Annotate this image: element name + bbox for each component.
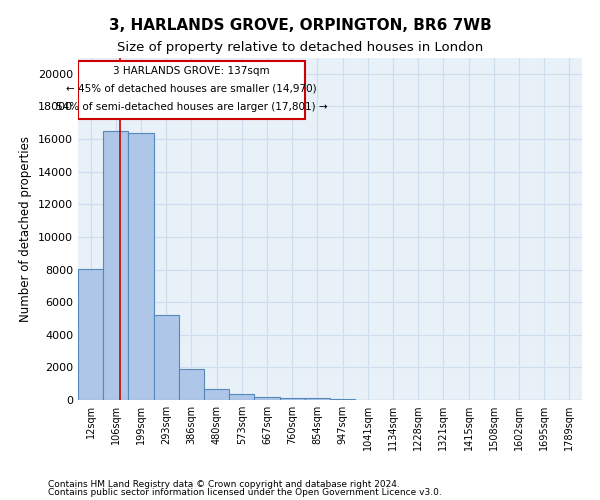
Text: Contains public sector information licensed under the Open Government Licence v3: Contains public sector information licen… xyxy=(48,488,442,497)
Text: 54% of semi-detached houses are larger (17,801) →: 54% of semi-detached houses are larger (… xyxy=(56,102,327,112)
Text: 3 HARLANDS GROVE: 137sqm: 3 HARLANDS GROVE: 137sqm xyxy=(113,66,270,76)
Bar xyxy=(103,131,128,400)
Bar xyxy=(254,396,280,400)
Text: 3, HARLANDS GROVE, ORPINGTON, BR6 7WB: 3, HARLANDS GROVE, ORPINGTON, BR6 7WB xyxy=(109,18,491,32)
Text: Contains HM Land Registry data © Crown copyright and database right 2024.: Contains HM Land Registry data © Crown c… xyxy=(48,480,400,489)
Text: Size of property relative to detached houses in London: Size of property relative to detached ho… xyxy=(117,41,483,54)
Y-axis label: Number of detached properties: Number of detached properties xyxy=(19,136,32,322)
Bar xyxy=(330,399,355,400)
FancyBboxPatch shape xyxy=(78,61,305,120)
Bar xyxy=(204,388,229,400)
Bar xyxy=(128,132,154,400)
Bar xyxy=(229,394,254,400)
Text: ← 45% of detached houses are smaller (14,970): ← 45% of detached houses are smaller (14… xyxy=(66,84,317,94)
Bar xyxy=(154,315,179,400)
Bar xyxy=(305,398,330,400)
Bar xyxy=(78,268,103,400)
Bar xyxy=(280,398,305,400)
Bar xyxy=(179,369,204,400)
